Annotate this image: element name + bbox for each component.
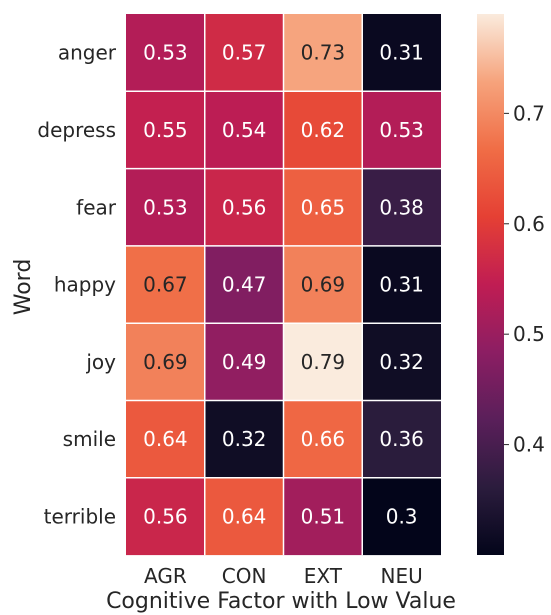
heatmap-cell: [362, 14, 441, 92]
cell-value-label: 0.64: [143, 427, 188, 451]
cell-value-label: 0.62: [301, 118, 346, 142]
heatmap-cell: [126, 245, 205, 324]
x-tick-label: AGR: [144, 564, 187, 588]
y-tick-labels: anger depress fear happy joy smile terrible: [37, 41, 116, 529]
y-tick-label: anger: [58, 41, 117, 65]
heatmap-cell: [204, 477, 284, 556]
heatmap-cell: [126, 168, 205, 246]
cell-value-label: 0.47: [222, 273, 267, 297]
heatmap-cell: [204, 168, 284, 246]
heatmap-cell: [126, 477, 205, 556]
cell-value-label: 0.64: [222, 504, 267, 528]
heatmap-cell: [283, 477, 363, 556]
y-tick-label: depress: [37, 118, 116, 142]
cell-value-label: 0.67: [143, 273, 188, 297]
cell-value-label: 0.69: [143, 350, 188, 374]
cell-value-label: 0.56: [143, 504, 188, 528]
colorbar: 0.4 0.5 0.6 0.7: [477, 14, 545, 555]
cell-value-label: 0.79: [301, 350, 346, 374]
x-tick-label: EXT: [304, 564, 343, 588]
cell-value-label: 0.32: [222, 427, 267, 451]
heatmap-cell: [362, 168, 441, 246]
cell-value-label: 0.38: [379, 195, 424, 219]
heatmap-cell: [283, 323, 363, 401]
colorbar-ticks: 0.4 0.5 0.6 0.7: [504, 101, 545, 457]
colorbar-tick-label: 0.4: [513, 433, 545, 457]
heatmap-cell: [204, 323, 284, 401]
cell-value-label: 0.53: [143, 195, 188, 219]
heatmap-cell: [204, 91, 284, 169]
cell-value-label: 0.73: [301, 41, 346, 65]
y-tick-label: terrible: [44, 504, 116, 528]
cell-value-label: 0.57: [222, 41, 267, 65]
heatmap-cell: [362, 477, 441, 556]
x-axis-label: Cognitive Factor with Low Value: [106, 589, 456, 614]
cell-value-label: 0.65: [301, 195, 346, 219]
cell-value-label: 0.31: [379, 41, 424, 65]
heatmap-cell: [283, 14, 363, 92]
heatmap-cell: [126, 91, 205, 169]
heatmap-cell: [126, 400, 205, 478]
cell-value-label: 0.53: [143, 41, 188, 65]
cell-separators: [126, 14, 441, 556]
heatmap-cell: [362, 245, 441, 324]
heatmap-cell: [283, 91, 363, 169]
cell-value-label: 0.32: [379, 350, 424, 374]
heatmap-cell: [283, 400, 363, 478]
heatmap-cells: 0.53 0.57 0.73 0.31 0.55 0.54 0.62 0.53 0.53 0.56…: [126, 14, 441, 556]
x-tick-label: NEU: [381, 564, 423, 588]
y-tick-label: happy: [54, 273, 116, 297]
y-tick-label: fear: [76, 195, 117, 219]
heatmap-cell: [126, 323, 205, 401]
heatmap-cell: [204, 245, 284, 324]
heatmap-cell: [362, 400, 441, 478]
heatmap-cell: [362, 323, 441, 401]
heatmap-cell: [362, 91, 441, 169]
heatmap-cell: [283, 245, 363, 324]
cell-value-label: 0.36: [379, 427, 424, 451]
y-tick-label: joy: [85, 350, 116, 374]
y-axis-label: Word: [11, 259, 36, 316]
heatmap-cell: [283, 168, 363, 246]
cell-value-label: 0.56: [222, 195, 267, 219]
colorbar-tick-label: 0.5: [513, 322, 545, 346]
cell-value-label: 0.31: [379, 273, 424, 297]
heatmap-cell: [204, 14, 284, 92]
cell-value-label: 0.66: [301, 427, 346, 451]
x-tick-label: CON: [222, 564, 267, 588]
cell-value-label: 0.3: [386, 504, 418, 528]
cell-value-label: 0.49: [222, 350, 267, 374]
cell-value-label: 0.54: [222, 118, 267, 142]
colorbar-tick-label: 0.7: [513, 101, 545, 125]
cell-value-label: 0.55: [143, 118, 188, 142]
y-tick-label: smile: [63, 427, 116, 451]
cell-value-label: 0.53: [379, 118, 424, 142]
cell-value-label: 0.69: [301, 273, 346, 297]
heatmap-cell: [204, 400, 284, 478]
cell-value-label: 0.51: [301, 504, 346, 528]
colorbar-tick-label: 0.6: [513, 212, 545, 236]
x-tick-labels: AGR CON EXT NEU: [144, 564, 423, 588]
heatmap-cell: [126, 14, 205, 92]
colorbar-gradient: [477, 14, 504, 555]
